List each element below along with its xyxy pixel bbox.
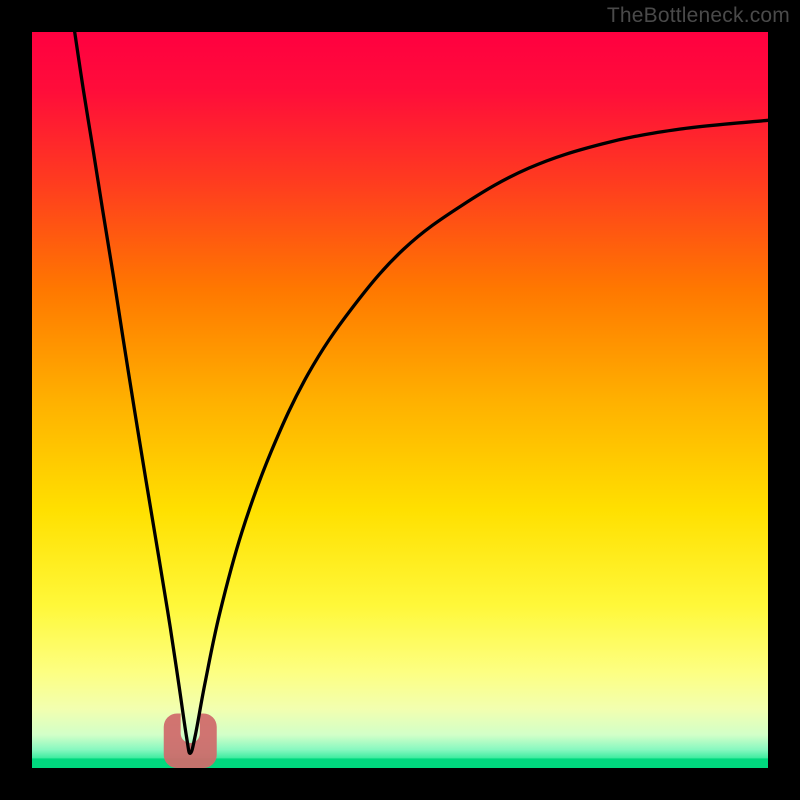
plot-background xyxy=(32,32,768,768)
green-baseline-band xyxy=(32,758,768,768)
watermark-text: TheBottleneck.com xyxy=(607,4,790,28)
chart-svg xyxy=(0,0,800,800)
chart-container: TheBottleneck.com xyxy=(0,0,800,800)
